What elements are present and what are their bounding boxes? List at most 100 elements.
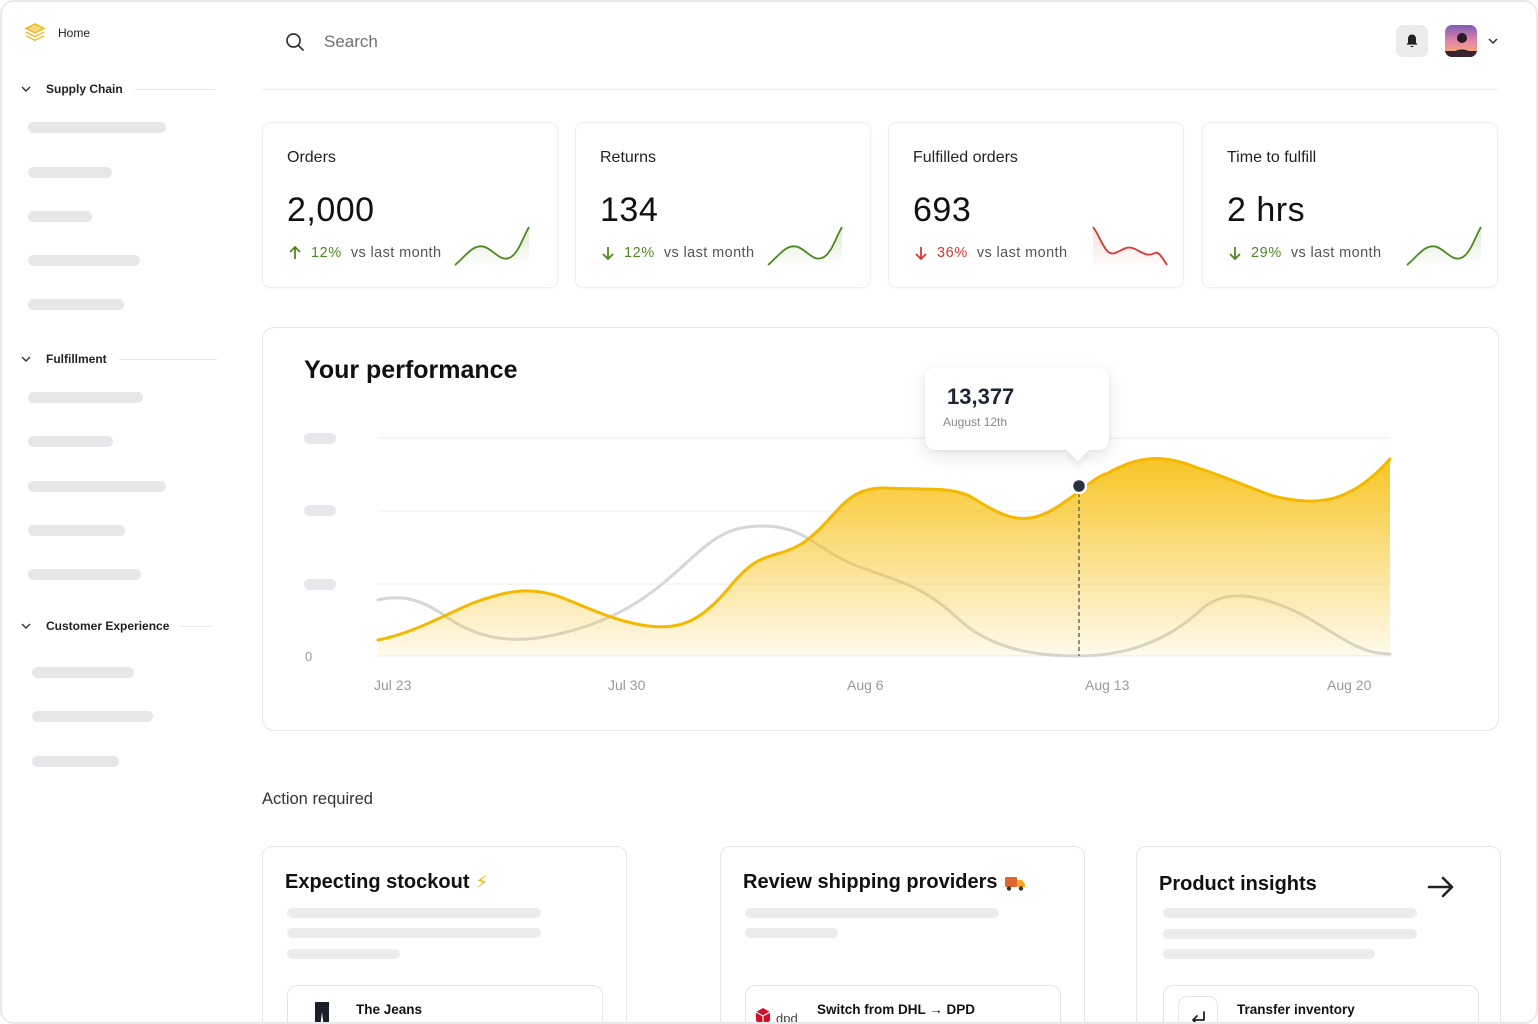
return-arrow-icon — [1192, 1011, 1205, 1022]
text-placeholder — [287, 908, 541, 918]
x-axis-label: Aug 20 — [1327, 677, 1372, 693]
kpi-delta: 12% vs last month — [287, 245, 441, 261]
x-axis-label: Jul 30 — [608, 677, 646, 693]
kpi-label: Orders — [287, 149, 336, 166]
text-placeholder — [1163, 908, 1417, 918]
sidebar-item-placeholder[interactable] — [28, 436, 113, 447]
section-label: Fulfillment — [46, 352, 107, 366]
y-axis-label-placeholder — [304, 433, 336, 444]
action-card-stockout[interactable]: Expecting stockout ⚡ The Jeans — [262, 846, 627, 1022]
home-label: Home — [58, 26, 91, 40]
search-input[interactable] — [324, 28, 724, 56]
sidebar-item-placeholder[interactable] — [32, 711, 153, 722]
y-axis-label-placeholder — [304, 505, 336, 516]
sidebar-item-placeholder[interactable] — [28, 525, 125, 536]
truck-icon — [1004, 876, 1025, 891]
action-card-title: Review shipping providers — [743, 871, 1026, 894]
series-primary-line — [376, 457, 1392, 642]
search-icon[interactable] — [285, 32, 305, 52]
arrow-up-icon — [289, 245, 301, 259]
kpi-label: Returns — [600, 149, 657, 166]
dpd-logo-icon: dpd — [755, 1008, 798, 1022]
sidebar-item-placeholder[interactable] — [28, 481, 166, 492]
tooltip-date: August 12th — [943, 415, 1008, 429]
text-placeholder — [745, 908, 999, 918]
kpi-delta-caption: vs last month — [663, 245, 755, 261]
kpi-value: 2 hrs — [1227, 191, 1306, 229]
sidebar-section-fulfillment[interactable]: Fulfillment — [20, 352, 217, 366]
performance-chart[interactable]: 0 Jul 23 Jul 30 Aug 6 Aug 13 Aug 20 — [263, 328, 1500, 732]
x-axis-label: Jul 23 — [374, 677, 412, 693]
kpi-card-fulfilled-orders[interactable]: Fulfilled orders 693 36% vs last month — [888, 122, 1184, 288]
action-item-label: Transfer inventory — [1237, 1002, 1355, 1017]
top-bar — [262, 2, 1498, 90]
kpi-card-orders[interactable]: Orders 2,000 12% vs last month — [262, 122, 558, 288]
text-placeholder — [745, 928, 838, 938]
chevron-down-icon[interactable] — [1486, 34, 1500, 48]
action-card-product-insights[interactable]: Product insights Transfer inventory — [1136, 846, 1501, 1022]
notifications-button[interactable] — [1396, 25, 1428, 57]
sidebar-item-placeholder[interactable] — [28, 122, 166, 133]
sparkline — [454, 226, 530, 267]
avatar[interactable] — [1445, 25, 1477, 57]
x-axis-label: Aug 6 — [847, 677, 884, 693]
kpi-delta-percent: 12% — [624, 245, 655, 261]
hover-point[interactable] — [1070, 477, 1088, 495]
divider — [118, 358, 217, 360]
sidebar-item-placeholder[interactable] — [32, 667, 134, 678]
action-item[interactable]: dpd Switch from DHL → DPD — [745, 985, 1061, 1022]
text-placeholder — [287, 949, 400, 959]
avatar-image — [1445, 25, 1477, 57]
divider — [181, 625, 212, 627]
sidebar-section-customer-experience[interactable]: Customer Experience — [20, 619, 212, 633]
chevron-down-icon — [21, 86, 31, 92]
transfer-icon-box — [1178, 996, 1218, 1022]
action-card-title: Expecting stockout ⚡ — [285, 871, 488, 894]
sidebar-item-placeholder[interactable] — [28, 299, 124, 310]
action-card-title: Product insights — [1159, 873, 1317, 896]
sidebar-item-placeholder[interactable] — [28, 255, 140, 266]
section-label: Supply Chain — [46, 82, 123, 96]
action-item[interactable]: The Jeans — [287, 985, 603, 1022]
kpi-delta-caption: vs last month — [1290, 245, 1382, 261]
text-placeholder — [1163, 929, 1417, 939]
kpi-delta: 29% vs last month — [1227, 245, 1381, 261]
jeans-icon — [315, 1002, 329, 1022]
sidebar-item-placeholder[interactable] — [28, 167, 112, 178]
chevron-down-icon — [21, 623, 31, 629]
kpi-card-time-to-fulfill[interactable]: Time to fulfill 2 hrs 29% vs last month — [1202, 122, 1498, 288]
text-placeholder — [287, 928, 541, 938]
lightning-icon: ⚡ — [475, 872, 489, 892]
sidebar-item-placeholder[interactable] — [28, 211, 92, 222]
y-axis-label-placeholder — [304, 579, 336, 590]
arrow-right-icon[interactable] — [1425, 871, 1457, 903]
y-axis-zero-label: 0 — [305, 649, 312, 664]
logo-icon — [24, 23, 46, 41]
kpi-card-returns[interactable]: Returns 134 12% vs last month — [575, 122, 871, 288]
sidebar-item-placeholder[interactable] — [28, 392, 143, 403]
bell-icon — [1406, 34, 1418, 48]
x-axis-label: Aug 13 — [1085, 677, 1130, 693]
kpi-delta: 12% vs last month — [600, 245, 754, 261]
performance-card: Your performance 0 — [262, 327, 1499, 731]
sparkline — [1092, 226, 1168, 269]
kpi-value: 693 — [913, 191, 972, 229]
action-card-shipping-providers[interactable]: Review shipping providers dpd Switch fro… — [720, 846, 1085, 1022]
action-card-title-text: Expecting stockout — [285, 871, 470, 893]
divider — [134, 88, 215, 90]
section-label: Customer Experience — [46, 619, 170, 633]
action-card-title-text: Product insights — [1159, 873, 1317, 895]
sidebar-section-supply-chain[interactable]: Supply Chain — [20, 82, 215, 96]
action-item[interactable]: Transfer inventory — [1163, 985, 1479, 1022]
sidebar: Home Supply Chain Fulfillment Customer E… — [2, 2, 232, 1022]
sidebar-item-placeholder[interactable] — [32, 756, 119, 767]
kpi-label: Time to fulfill — [1227, 149, 1317, 166]
sidebar-item-home[interactable]: Home — [24, 22, 90, 44]
sidebar-item-placeholder[interactable] — [28, 569, 141, 580]
action-card-title-text: Review shipping providers — [743, 871, 998, 893]
action-item-label: The Jeans — [356, 1002, 423, 1017]
chevron-down-icon — [21, 356, 31, 362]
kpi-delta-percent: 12% — [311, 245, 342, 261]
performance-title: Your performance — [304, 356, 518, 384]
